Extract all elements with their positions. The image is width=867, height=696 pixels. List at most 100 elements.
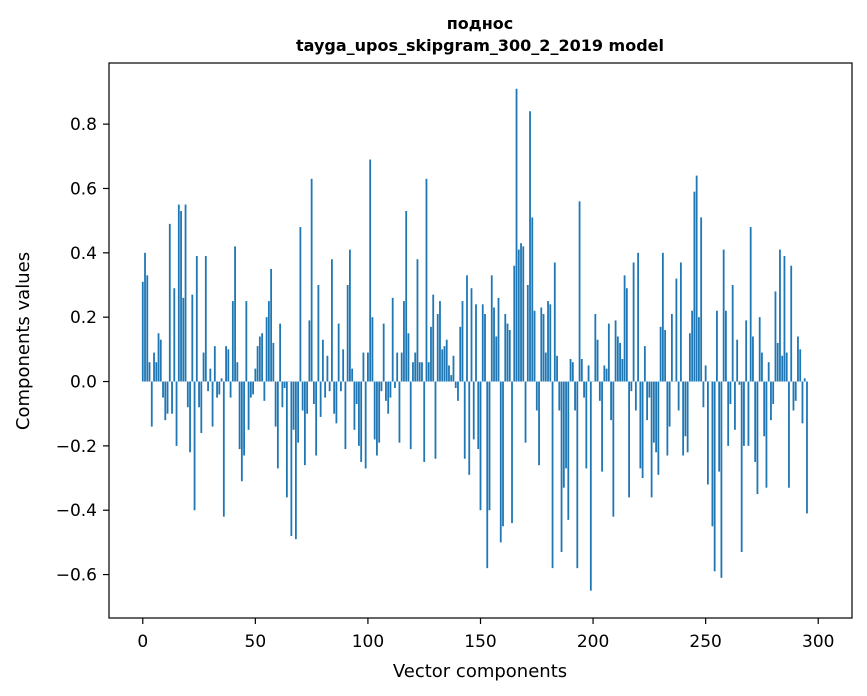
- bar: [405, 211, 408, 382]
- bar: [722, 249, 725, 382]
- bar: [790, 265, 793, 382]
- bar: [731, 285, 734, 382]
- bar: [297, 381, 300, 443]
- bar: [308, 320, 311, 382]
- bar: [434, 381, 437, 459]
- bar: [758, 317, 761, 382]
- bar: [207, 381, 209, 392]
- bar: [691, 310, 694, 382]
- bar: [150, 381, 153, 427]
- y-tick-label: −0.6: [56, 566, 97, 586]
- bar: [779, 249, 781, 382]
- bar: [517, 249, 520, 382]
- bar: [718, 381, 721, 472]
- bar: [265, 317, 268, 382]
- bar: [256, 346, 259, 382]
- bar: [747, 381, 750, 446]
- bar: [801, 381, 804, 424]
- y-tick-label: 0.6: [70, 179, 97, 199]
- bar: [204, 256, 207, 382]
- bar: [612, 381, 615, 517]
- bar: [745, 320, 748, 382]
- bar: [315, 381, 318, 456]
- bar: [430, 326, 432, 382]
- bar: [634, 381, 637, 411]
- bar: [506, 323, 509, 382]
- bar: [231, 301, 234, 382]
- bar: [439, 301, 441, 382]
- bar: [792, 381, 795, 411]
- bar: [425, 178, 428, 382]
- x-tick-label: 0: [137, 632, 148, 652]
- bar: [781, 355, 784, 382]
- bar: [225, 346, 227, 382]
- bar: [571, 362, 574, 382]
- bar: [400, 352, 403, 382]
- bar: [684, 381, 687, 437]
- bar: [457, 381, 459, 401]
- bar: [574, 381, 576, 411]
- bar: [511, 381, 513, 524]
- bar: [240, 381, 243, 482]
- bar: [704, 365, 707, 382]
- bar: [776, 342, 779, 382]
- bar: [245, 301, 248, 382]
- bar: [243, 381, 245, 456]
- bar: [331, 259, 333, 382]
- bar: [542, 313, 545, 382]
- bar: [283, 381, 286, 388]
- chart-title: поднос: [447, 14, 514, 33]
- bar: [598, 381, 601, 401]
- bar: [186, 381, 189, 408]
- bar: [788, 381, 790, 488]
- x-tick-label: 100: [352, 632, 384, 652]
- bar: [529, 111, 531, 382]
- bar: [752, 336, 754, 382]
- bar: [569, 359, 572, 382]
- bar: [493, 307, 495, 382]
- bar: [666, 381, 669, 456]
- bar: [515, 88, 518, 382]
- bar: [698, 317, 700, 382]
- bar: [490, 275, 493, 382]
- bar: [583, 381, 585, 398]
- bar: [657, 381, 660, 475]
- bar: [621, 359, 624, 382]
- bar: [274, 381, 277, 427]
- bar: [761, 352, 763, 382]
- y-tick-label: −0.2: [56, 437, 97, 457]
- bar: [785, 352, 788, 382]
- bar: [335, 381, 338, 424]
- bar: [526, 285, 529, 382]
- bar: [380, 381, 383, 392]
- bar: [765, 381, 768, 488]
- bar: [596, 339, 599, 382]
- bar: [184, 204, 187, 382]
- bar: [716, 310, 718, 382]
- bar: [229, 381, 232, 398]
- bar: [794, 381, 797, 401]
- bar: [655, 381, 658, 453]
- bar: [686, 381, 689, 453]
- bar: [616, 336, 619, 382]
- bar: [700, 217, 703, 382]
- bar: [533, 310, 536, 382]
- bars-group: [141, 88, 808, 591]
- bar: [502, 381, 504, 527]
- bar: [162, 381, 164, 398]
- bar: [351, 368, 354, 382]
- bar: [560, 381, 563, 553]
- bar: [625, 288, 628, 382]
- x-axis-label: Vector components: [393, 661, 567, 682]
- bar: [412, 362, 414, 382]
- y-tick-label: −0.4: [56, 501, 97, 521]
- bar: [736, 339, 739, 382]
- bar: [540, 307, 543, 382]
- bar: [358, 381, 360, 446]
- bar: [522, 246, 525, 382]
- bar: [238, 381, 241, 450]
- bar: [369, 159, 372, 382]
- bar: [594, 313, 597, 382]
- bar: [276, 381, 279, 469]
